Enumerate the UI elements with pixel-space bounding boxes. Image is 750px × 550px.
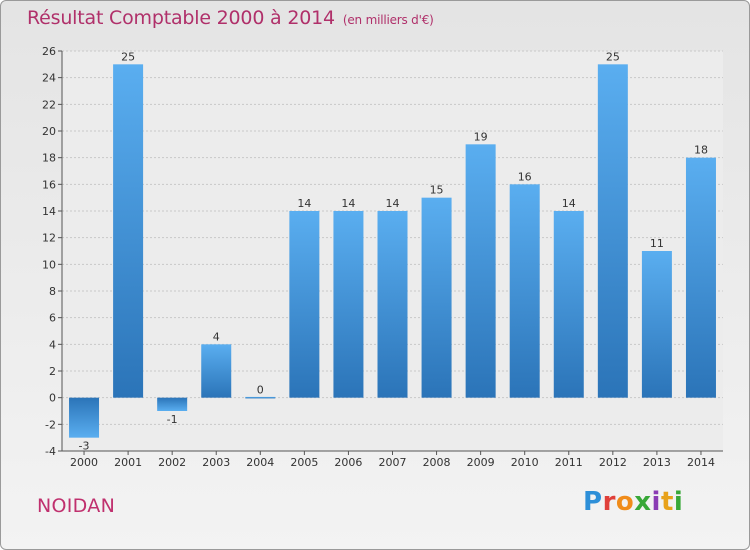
x-tick-label-2007: 2007 [379, 456, 407, 469]
bar-2008 [421, 197, 452, 398]
data-label-2008: 15 [430, 184, 444, 197]
proxiti-logo: Proxiti [583, 487, 683, 517]
logo-letter: t [660, 487, 674, 517]
bar-2009 [465, 144, 496, 398]
commune-name: NOIDAN [37, 495, 116, 517]
x-tick-label-2001: 2001 [114, 456, 142, 469]
bar-2000 [69, 397, 100, 438]
data-label-2012: 25 [606, 50, 620, 63]
bar-2014 [685, 157, 716, 398]
bar-2007 [377, 211, 408, 398]
y-tick-label: 2 [49, 365, 56, 378]
y-tick-label: -2 [45, 418, 56, 431]
x-tick-label-2003: 2003 [202, 456, 230, 469]
y-tick-label: 8 [49, 285, 56, 298]
bar-2001 [113, 64, 144, 398]
logo-letter: o [615, 487, 635, 517]
x-tick-label-2000: 2000 [70, 456, 98, 469]
bar-2002 [157, 397, 188, 411]
y-tick-label: 20 [42, 125, 56, 138]
data-label-2004: 0 [257, 384, 264, 397]
data-label-2002: -1 [167, 413, 178, 426]
bar-2003 [201, 344, 232, 398]
data-label-2000: -3 [79, 440, 90, 453]
x-tick-label-2014: 2014 [687, 456, 715, 469]
data-label-2014: 18 [694, 144, 708, 157]
bar-2010 [509, 184, 540, 398]
y-tick-label: 10 [42, 258, 56, 271]
y-tick-label: 4 [49, 338, 56, 351]
x-tick-label-2005: 2005 [290, 456, 318, 469]
data-label-2011: 14 [562, 197, 576, 210]
x-tick-label-2004: 2004 [246, 456, 274, 469]
data-label-2010: 16 [518, 170, 532, 183]
data-label-2003: 4 [213, 330, 220, 343]
x-tick-label-2002: 2002 [158, 456, 186, 469]
chart-subtitle: (en milliers d'€) [342, 13, 434, 27]
bar-2013 [641, 251, 672, 398]
chart-title-text: Résultat Comptable 2000 à 2014 [27, 7, 335, 29]
x-tick-label-2011: 2011 [555, 456, 583, 469]
y-tick-label: -4 [45, 445, 56, 458]
x-tick-label-2008: 2008 [423, 456, 451, 469]
x-tick-label-2010: 2010 [511, 456, 539, 469]
x-tick-label-2013: 2013 [643, 456, 671, 469]
y-tick-label: 6 [49, 312, 56, 325]
y-tick-label: 12 [42, 232, 56, 245]
bar-2006 [333, 211, 364, 398]
y-tick-label: 18 [42, 152, 56, 165]
logo-letter: i [651, 487, 661, 517]
y-tick-label: 0 [49, 392, 56, 405]
y-tick-label: 26 [42, 45, 56, 58]
bar-2004 [245, 396, 276, 399]
x-tick-label-2006: 2006 [334, 456, 362, 469]
logo-letter: r [602, 487, 616, 517]
data-label-2007: 14 [386, 197, 400, 210]
bar-2012 [597, 64, 628, 398]
chart-title: Résultat Comptable 2000 à 2014 (en millie… [27, 7, 434, 29]
y-tick-label: 14 [42, 205, 56, 218]
data-label-2005: 14 [297, 197, 311, 210]
x-tick-label-2009: 2009 [467, 456, 495, 469]
logo-letter: i [673, 487, 684, 517]
bar-2011 [553, 211, 584, 398]
data-label-2009: 19 [474, 130, 488, 143]
bar-2005 [289, 211, 320, 398]
x-tick-label-2012: 2012 [599, 456, 627, 469]
data-label-2006: 14 [341, 197, 355, 210]
logo-letter: P [583, 487, 603, 517]
y-tick-label: 16 [42, 178, 56, 191]
y-tick-label: 22 [42, 98, 56, 111]
y-tick-label: 24 [42, 72, 56, 85]
data-label-2013: 11 [650, 237, 664, 250]
data-label-2001: 25 [121, 50, 135, 63]
logo-letter: x [634, 487, 652, 517]
